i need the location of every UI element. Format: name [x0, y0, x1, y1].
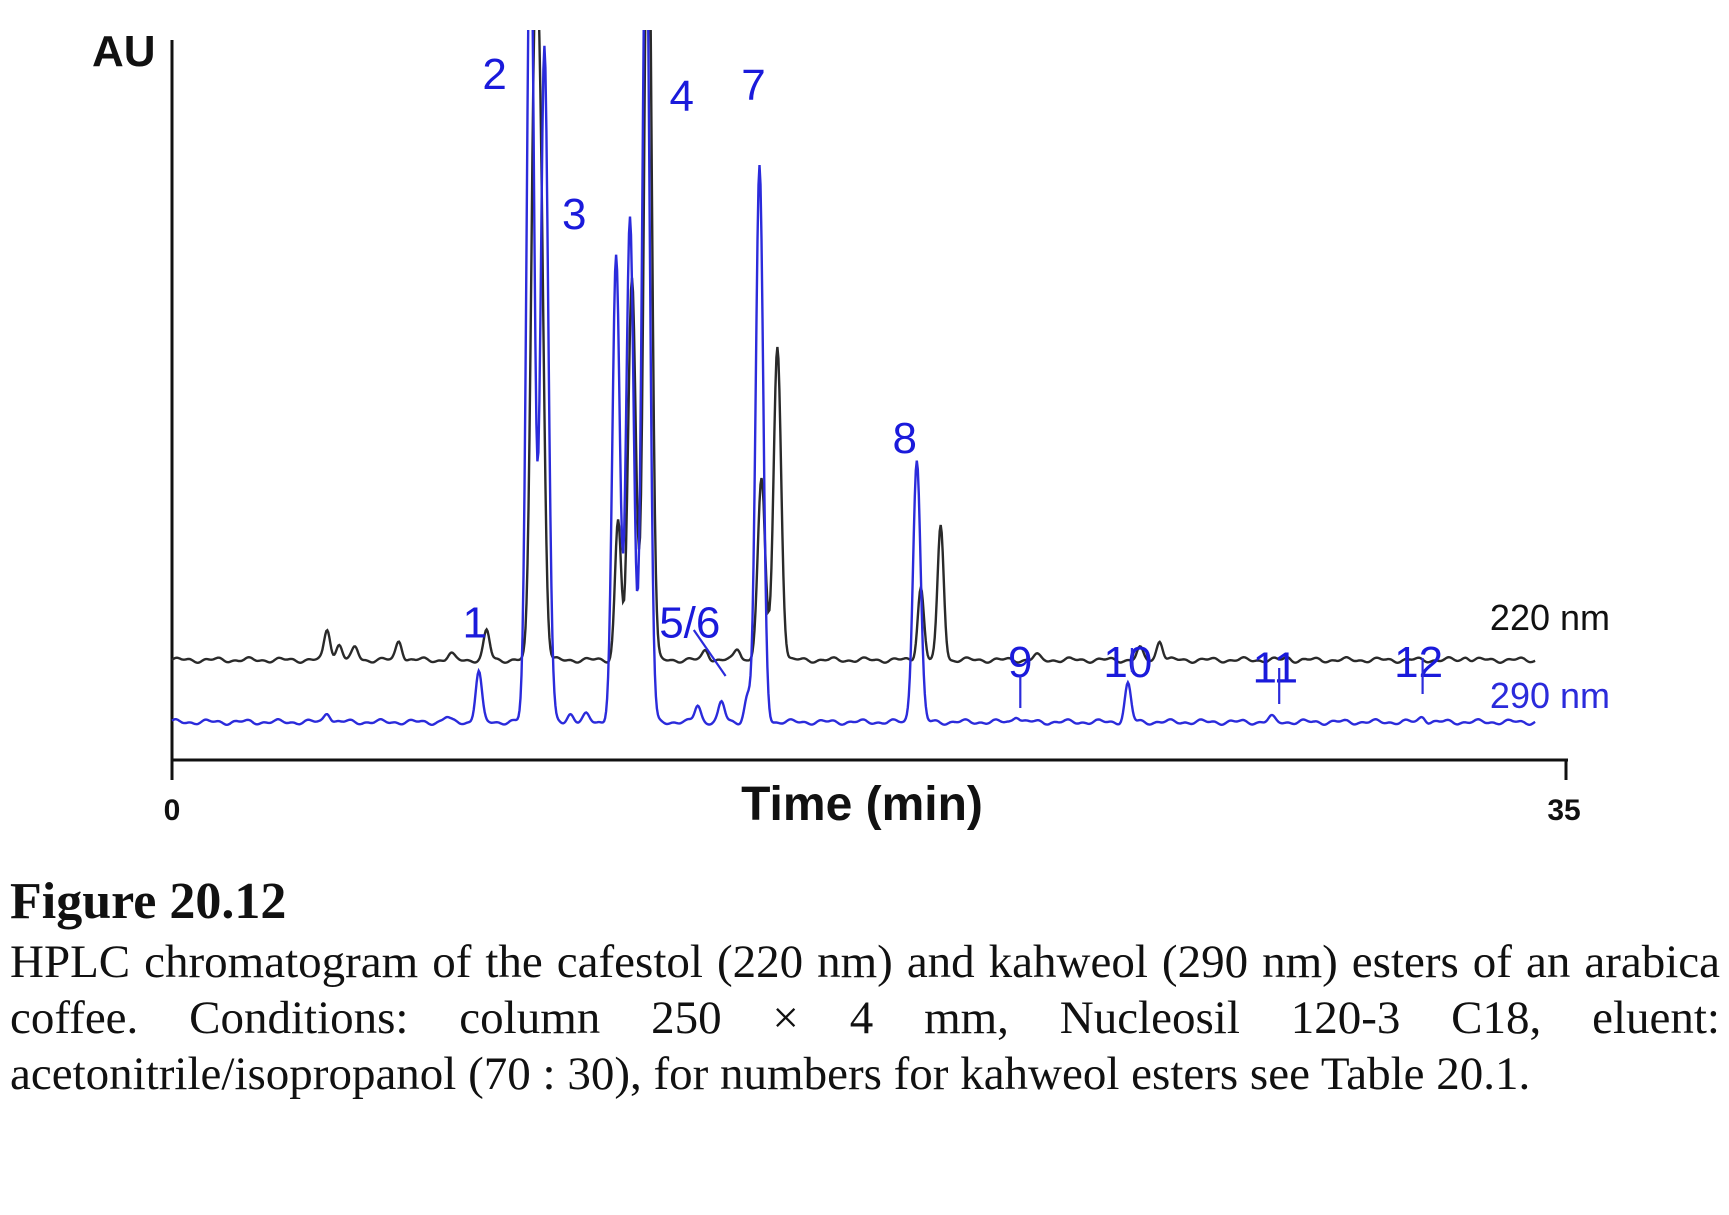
figure-title: Figure 20.12 [10, 873, 287, 930]
peak-markers-group [692, 629, 1424, 708]
traces-group [171, 30, 1536, 727]
peak-label-5-6: 5/6 [659, 599, 720, 648]
trace-290-nm [171, 30, 1536, 727]
y-axis-label: AU [92, 27, 156, 76]
peak-label-10: 10 [1103, 638, 1152, 687]
peak-label-8: 8 [893, 414, 917, 463]
peak-label-12: 12 [1394, 638, 1443, 687]
figure-caption: Figure 20.12 HPLC chromatogram of the ca… [10, 870, 1720, 1102]
figure-caption-text: HPLC chromatogram of the cafestol (220 n… [10, 936, 1720, 1100]
x-tick-label-end: 35 [1547, 794, 1580, 827]
trace-220-nm [171, 30, 1536, 665]
peak-label-2: 2 [482, 50, 506, 99]
peak-label-3: 3 [562, 190, 586, 239]
peak-label-4: 4 [670, 72, 694, 121]
peak-marker-5-6-leader [692, 629, 727, 677]
peak-label-7: 7 [741, 61, 765, 110]
chromatogram-chart: AU Time (min) 0 35 220 nm 290 nm 1 2 3 4 5/6 7… [92, 27, 1610, 831]
series-label-220-nm: 220 nm [1490, 597, 1610, 638]
x-tick-label-start: 0 [164, 794, 181, 827]
series-labels-group: 220 nm 290 nm [1490, 597, 1610, 716]
peak-label-1: 1 [462, 599, 486, 648]
series-label-290-nm: 290 nm [1490, 675, 1610, 716]
peak-label-11: 11 [1252, 643, 1298, 692]
x-axis-label: Time (min) [741, 778, 983, 831]
